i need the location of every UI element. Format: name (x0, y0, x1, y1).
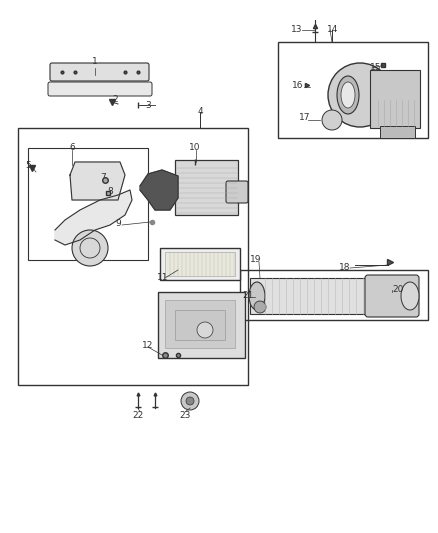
Bar (278, 42, 428, 138)
Polygon shape (70, 162, 125, 200)
Bar (250, 278, 395, 314)
FancyBboxPatch shape (365, 275, 419, 317)
Circle shape (181, 392, 199, 410)
Bar (380, 126, 415, 138)
Text: 3: 3 (145, 101, 151, 109)
Bar (28, 148, 148, 260)
Ellipse shape (249, 282, 265, 310)
Text: 2: 2 (112, 95, 118, 104)
Text: 7: 7 (100, 174, 106, 182)
Ellipse shape (341, 82, 355, 108)
Text: 10: 10 (189, 143, 201, 152)
Bar (370, 70, 420, 128)
Polygon shape (55, 190, 132, 245)
Text: 23: 23 (179, 410, 191, 419)
Text: 5: 5 (25, 160, 31, 169)
Text: 1: 1 (92, 58, 98, 67)
Circle shape (328, 63, 392, 127)
Text: 8: 8 (107, 188, 113, 197)
Bar (165, 252, 235, 276)
Text: 6: 6 (69, 143, 75, 152)
Circle shape (186, 397, 194, 405)
Text: 14: 14 (327, 26, 339, 35)
Text: 4: 4 (197, 108, 203, 117)
Text: 18: 18 (339, 263, 351, 272)
Text: 13: 13 (291, 26, 303, 35)
Text: 11: 11 (157, 273, 169, 282)
Polygon shape (140, 170, 178, 210)
Circle shape (197, 322, 213, 338)
Text: 22: 22 (132, 410, 144, 419)
Ellipse shape (401, 282, 419, 310)
Ellipse shape (337, 76, 359, 114)
Text: 9: 9 (115, 220, 121, 229)
Bar (175, 310, 225, 340)
Circle shape (254, 301, 266, 313)
Text: 19: 19 (250, 255, 262, 264)
Bar (18, 128, 248, 385)
Text: 17: 17 (299, 114, 311, 123)
Bar (165, 300, 235, 348)
Text: 21: 21 (242, 290, 254, 300)
FancyBboxPatch shape (50, 63, 149, 81)
FancyBboxPatch shape (48, 82, 152, 96)
Circle shape (322, 110, 342, 130)
Text: 20: 20 (392, 286, 404, 295)
Text: 16: 16 (292, 80, 304, 90)
Bar (175, 160, 238, 215)
Bar (158, 292, 245, 358)
Text: 15: 15 (370, 63, 382, 72)
Bar (160, 248, 240, 280)
FancyBboxPatch shape (226, 181, 248, 203)
Text: 12: 12 (142, 341, 154, 350)
Circle shape (72, 230, 108, 266)
Bar (240, 270, 428, 320)
